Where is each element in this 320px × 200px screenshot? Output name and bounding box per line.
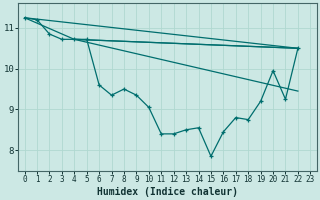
X-axis label: Humidex (Indice chaleur): Humidex (Indice chaleur) xyxy=(97,186,238,197)
